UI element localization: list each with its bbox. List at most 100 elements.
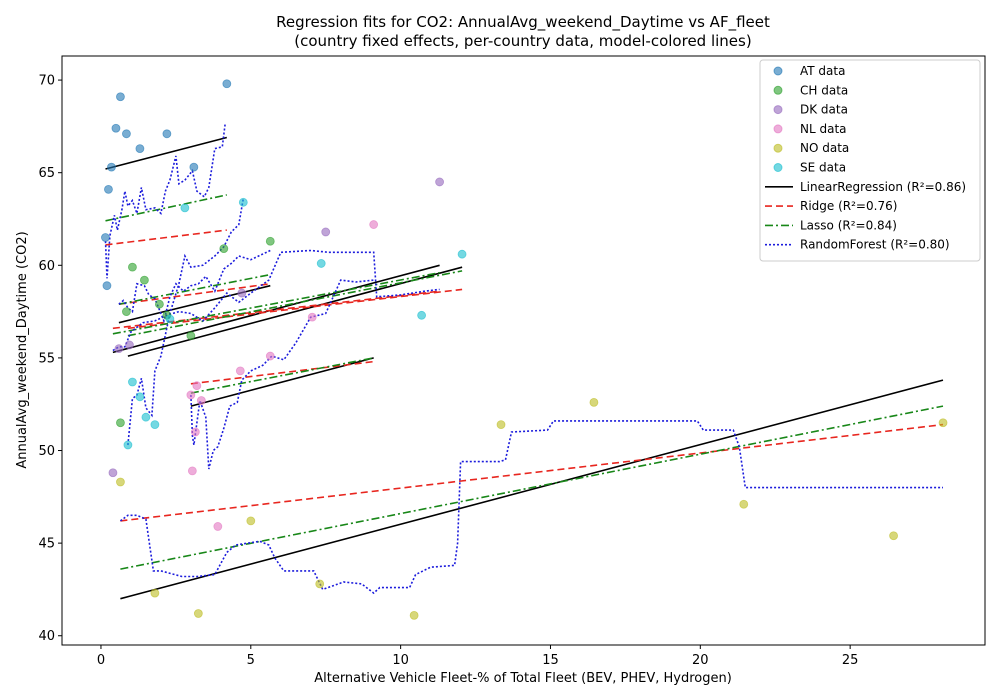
data-point xyxy=(222,79,232,89)
y-tick-label: 65 xyxy=(38,166,55,181)
legend-label: CH data xyxy=(800,83,848,97)
y-tick-label: 45 xyxy=(38,537,55,552)
data-point xyxy=(128,377,137,387)
data-point xyxy=(213,522,223,531)
data-point xyxy=(150,588,160,598)
scatter-series xyxy=(186,220,379,531)
scatter-series xyxy=(123,197,467,450)
data-point xyxy=(187,466,197,476)
line-series xyxy=(105,229,944,522)
fit-line xyxy=(105,136,228,170)
y-axis-label: AnnualAvg_weekend_Daytime (CO2) xyxy=(15,231,30,468)
data-point xyxy=(150,420,160,429)
data-point xyxy=(116,418,125,428)
legend-box xyxy=(759,59,981,262)
data-point xyxy=(128,262,137,272)
data-point xyxy=(589,397,599,407)
line-series xyxy=(104,122,943,595)
data-point xyxy=(238,197,248,207)
data-point xyxy=(154,299,164,309)
legend-label: NO data xyxy=(800,141,849,155)
data-point xyxy=(186,331,196,341)
data-point xyxy=(108,468,118,478)
data-point xyxy=(135,144,145,154)
y-tick-label: 50 xyxy=(38,444,55,459)
legend-label: SE data xyxy=(800,161,846,175)
fit-line xyxy=(190,360,374,385)
fit-line xyxy=(119,420,943,595)
y-tick-label: 55 xyxy=(38,351,55,366)
y-tick-label: 40 xyxy=(38,629,55,644)
data-point xyxy=(409,610,419,620)
scatter-series xyxy=(116,397,948,620)
legend-marker xyxy=(773,143,783,153)
legend-marker xyxy=(773,124,783,134)
data-point xyxy=(192,381,202,391)
x-tick-label: 25 xyxy=(842,653,859,668)
legend-label: RandomForest (R²=0.80) xyxy=(800,238,950,252)
legend: AT data CH data DK data NL data NO data SE da… xyxy=(759,59,981,262)
scatter-points xyxy=(101,79,948,620)
fit-line xyxy=(120,423,944,522)
data-point xyxy=(107,162,116,172)
data-point xyxy=(135,392,145,402)
legend-marker xyxy=(773,163,783,172)
legend-label: Ridge (R²=0.76) xyxy=(800,199,897,213)
legend-marker xyxy=(773,85,783,95)
legend-marker xyxy=(773,66,783,76)
data-point xyxy=(315,579,325,589)
data-point xyxy=(122,129,131,139)
data-point xyxy=(196,396,206,405)
data-point xyxy=(219,244,229,254)
axis-ticks: 0 5 10 15 20 25 40 45 50 55 60 65 70 xyxy=(38,74,858,668)
data-point xyxy=(265,236,275,246)
data-point xyxy=(125,340,134,350)
x-tick-label: 0 xyxy=(97,653,105,668)
data-point xyxy=(496,420,506,429)
fit-line xyxy=(118,273,271,305)
chart-title: Regression fits for CO2: AnnualAvg_weeke… xyxy=(276,13,770,32)
data-point xyxy=(435,177,444,187)
data-point xyxy=(104,184,113,194)
scatter-series xyxy=(101,79,232,291)
data-point xyxy=(307,312,317,322)
fit-line xyxy=(190,357,374,394)
x-tick-label: 10 xyxy=(392,653,409,668)
fit-line xyxy=(120,379,944,600)
data-point xyxy=(193,609,203,618)
fit-line xyxy=(112,264,440,354)
data-point xyxy=(111,123,121,133)
fit-line xyxy=(118,283,271,305)
data-point xyxy=(938,418,948,428)
fit-line xyxy=(118,249,271,324)
legend-label: Lasso (R²=0.84) xyxy=(800,218,897,232)
data-point xyxy=(141,412,151,422)
data-point xyxy=(246,516,256,526)
data-point xyxy=(889,531,898,541)
legend-marker xyxy=(773,105,783,115)
data-point xyxy=(316,259,326,268)
data-point xyxy=(265,351,275,361)
regression-lines xyxy=(104,122,944,600)
x-tick-label: 15 xyxy=(542,653,559,668)
legend-label: LinearRegression (R²=0.86) xyxy=(800,180,966,194)
fit-line xyxy=(190,357,374,407)
data-point xyxy=(140,275,149,285)
fit-line xyxy=(105,229,227,246)
data-point xyxy=(114,344,124,354)
data-point xyxy=(165,314,175,324)
data-point xyxy=(102,281,112,291)
data-point xyxy=(369,220,379,229)
x-tick-label: 20 xyxy=(692,653,709,668)
chart-subtitle: (country fixed effects, per-country data… xyxy=(294,32,751,50)
data-point xyxy=(457,249,467,259)
data-point xyxy=(417,310,427,320)
data-point xyxy=(186,390,196,400)
data-point xyxy=(101,233,110,242)
fit-line xyxy=(112,249,440,352)
plot-area: 0 5 10 15 20 25 40 45 50 55 60 65 70 xyxy=(38,55,986,668)
fit-line xyxy=(104,122,227,279)
y-tick-label: 60 xyxy=(38,259,55,274)
fit-line xyxy=(127,198,245,446)
